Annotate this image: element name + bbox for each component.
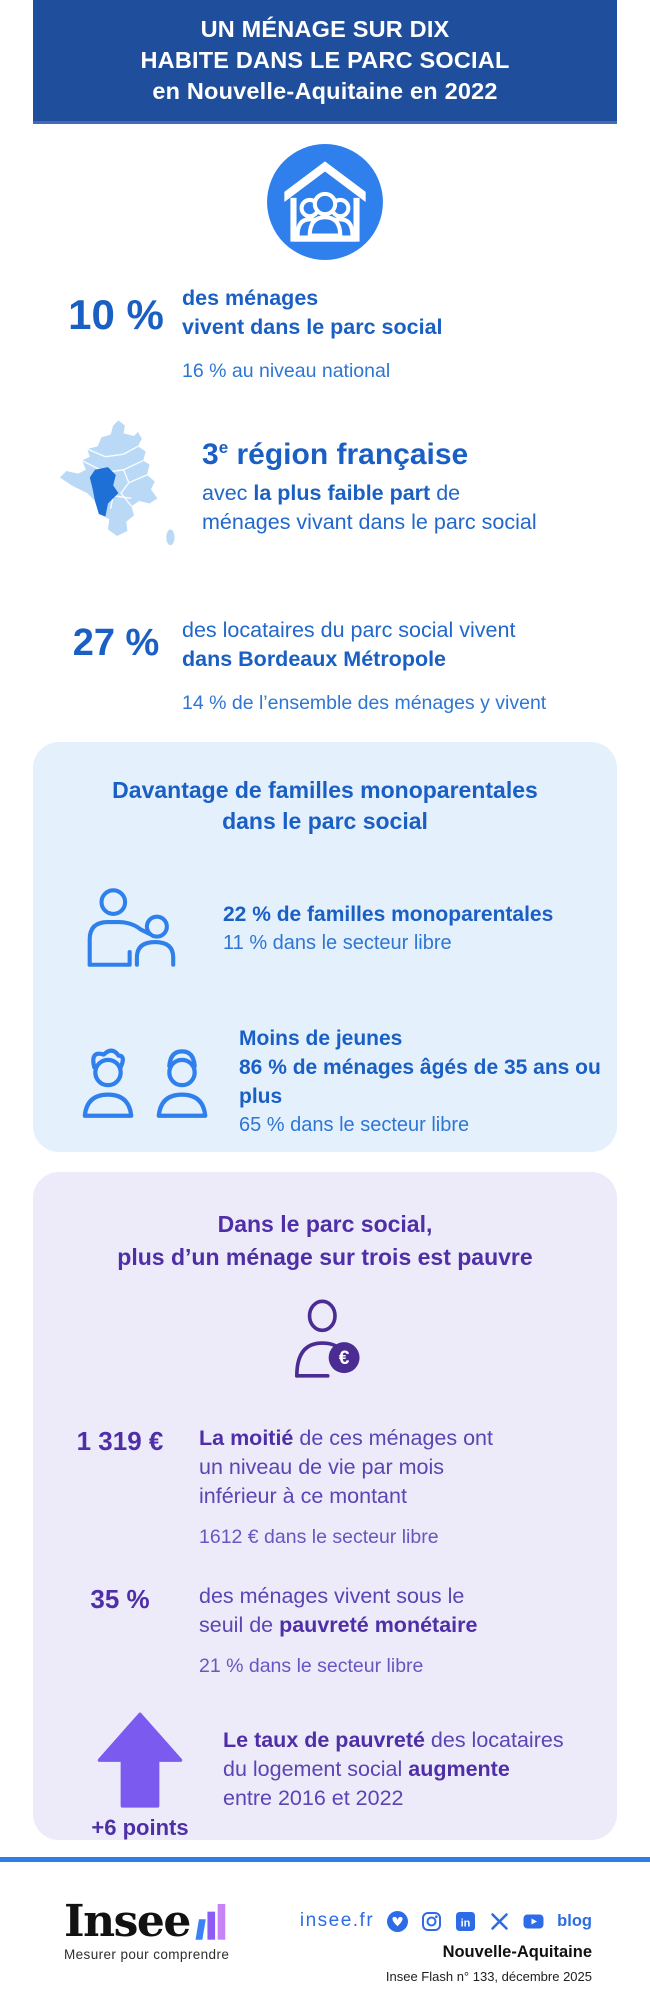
stat-region-rank: 3e région française avec la plus faible … [56,416,616,561]
poverty-rate-row: 35 % des ménages vivent sous le seuil de… [55,1582,477,1679]
header-line-3: en Nouvelle-Aquitaine en 2022 [152,78,498,104]
header-line-2: HABITE DANS LE PARC SOCIAL [140,47,510,73]
bluesky-icon[interactable] [387,1910,409,1932]
region-rank: 3 [202,438,219,471]
region-name: Nouvelle-Aquitaine [442,1943,592,1961]
person-euro-icon: € [295,1299,360,1378]
trend-line-3: entre 2016 et 2022 [223,1786,404,1810]
person-euro-icon-wrap: € [33,1294,617,1384]
median-income-text: La moitié de ces ménages ont un niveau d… [199,1424,493,1550]
trend-line-2: du logement social augmente [223,1757,510,1781]
youth-note: 65 % dans le secteur libre [239,1114,470,1136]
poverty-box: Dans le parc social, plus d’un ménage su… [33,1172,617,1840]
families-box-title: Davantage de familles monoparentales dan… [112,777,538,834]
young-person-icon [82,1047,134,1118]
young-people-icons [77,1044,213,1120]
footer-right: insee.fr in blog Nouvelle- [300,1910,592,1984]
insee-logo-text: Insee [64,1896,191,1947]
median-note: 1612 € dans le secteur libre [199,1526,439,1548]
youtube-icon[interactable] [523,1911,544,1932]
arrow-up-icon [97,1712,183,1808]
insee-logo[interactable]: Insee Mesurer pour comprendre [64,1896,230,1963]
stat-households: 10 % des ménages vivent dans le parc soc… [60,284,600,384]
monoparental-stat: 22 % de familles monoparentales [223,902,554,926]
young-person-icon [156,1048,208,1118]
footer-divider [0,1857,650,1862]
instagram-icon[interactable] [421,1911,442,1932]
youth-item: Moins de jeunes 86 % de ménages âgés de … [77,1024,617,1139]
bordeaux-note: 14 % de l’ensemble des ménages y vivent [182,692,547,714]
median-line-1: La moitié de ces ménages ont [199,1426,493,1450]
blog-link[interactable]: blog [557,1911,592,1930]
youth-text: Moins de jeunes 86 % de ménages âgés de … [239,1024,617,1139]
france-map-wrap [56,416,186,561]
bordeaux-line-2: dans Bordeaux Métropole [182,647,447,671]
bordeaux-line-1: des locataires du parc social vivent [182,618,516,642]
publication-reference: Insee Flash n° 133, décembre 2025 [385,1969,592,1984]
households-note: 16 % au niveau national [182,360,391,382]
region-line-2: ménages vivant dans le parc social [202,510,537,534]
rate-note: 21 % dans le secteur libre [199,1655,424,1677]
svg-text:in: in [461,1917,471,1929]
bordeaux-text: des locataires du parc social vivent dan… [182,616,546,716]
family-in-house-icon [267,144,383,260]
poverty-trend-row: +6 points Le taux de pauvreté des locata… [85,1712,564,1841]
single-parent-child-icon [87,888,176,967]
header-line-1: UN MÉNAGE SUR DIX [200,16,450,42]
monoparental-note: 11 % dans le secteur libre [223,931,452,954]
youth-stat: 86 % de ménages âgés de 35 ans ou plus [239,1056,601,1108]
region-line-1: avec la plus faible part de [202,481,461,505]
trend-value: +6 points [91,1815,189,1840]
insee-fr-link[interactable]: insee.fr [299,1910,375,1931]
households-line-1: des ménages [182,286,319,310]
region-rank-sup: e [218,438,229,457]
region-title-rest: région française [228,438,469,471]
linkedin-icon[interactable]: in [455,1911,476,1932]
median-line-2: un niveau de vie par mois [199,1455,445,1479]
youth-title: Moins de jeunes [239,1027,403,1050]
rate-line-1: des ménages vivent sous le [199,1584,465,1608]
trend-text: Le taux de pauvreté des locataires du lo… [223,1726,564,1813]
insee-tagline: Mesurer pour comprendre [64,1947,230,1962]
hero-icon-wrap [264,141,386,268]
families-box: Davantage de familles monoparentales dan… [33,742,617,1152]
x-icon[interactable] [489,1911,510,1932]
region-text: 3e région française avec la plus faible … [202,430,537,537]
rate-line-2: seuil de pauvreté monétaire [199,1613,478,1637]
trend-line-1: Le taux de pauvreté des locataires [223,1728,564,1752]
svg-text:€: € [339,1348,350,1369]
region-title: 3e région française [202,430,537,473]
bordeaux-value: 27 % [72,622,160,664]
median-income-row: 1 319 € La moitié de ces ménages ont un … [55,1424,493,1550]
monoparental-text: 22 % de familles monoparentales 11 % dan… [223,900,553,957]
poverty-box-title: Dans le parc social, plus d’un ménage su… [117,1211,533,1270]
stat-bordeaux: 27 % des locataires du parc social viven… [60,616,620,716]
poverty-rate-value: 35 % [90,1584,150,1614]
france-map-icon [59,420,175,546]
trend-arrow-col: +6 points [85,1712,195,1841]
site-row: insee.fr in blog [300,1910,592,1932]
insee-logo-bars-icon [195,1904,226,1940]
households-text: des ménages vivent dans le parc social 1… [182,284,443,384]
median-line-3: inférieur à ce montant [199,1484,407,1508]
poverty-rate-text: des ménages vivent sous le seuil de pauv… [199,1582,477,1679]
households-value: 10 % [68,291,164,338]
median-income-value: 1 319 € [76,1426,164,1456]
monoparental-item: 22 % de familles monoparentales 11 % dan… [77,884,553,972]
header-banner: UN MÉNAGE SUR DIX HABITE DANS LE PARC SO… [33,0,617,124]
households-line-2: vivent dans le parc social [182,315,443,339]
